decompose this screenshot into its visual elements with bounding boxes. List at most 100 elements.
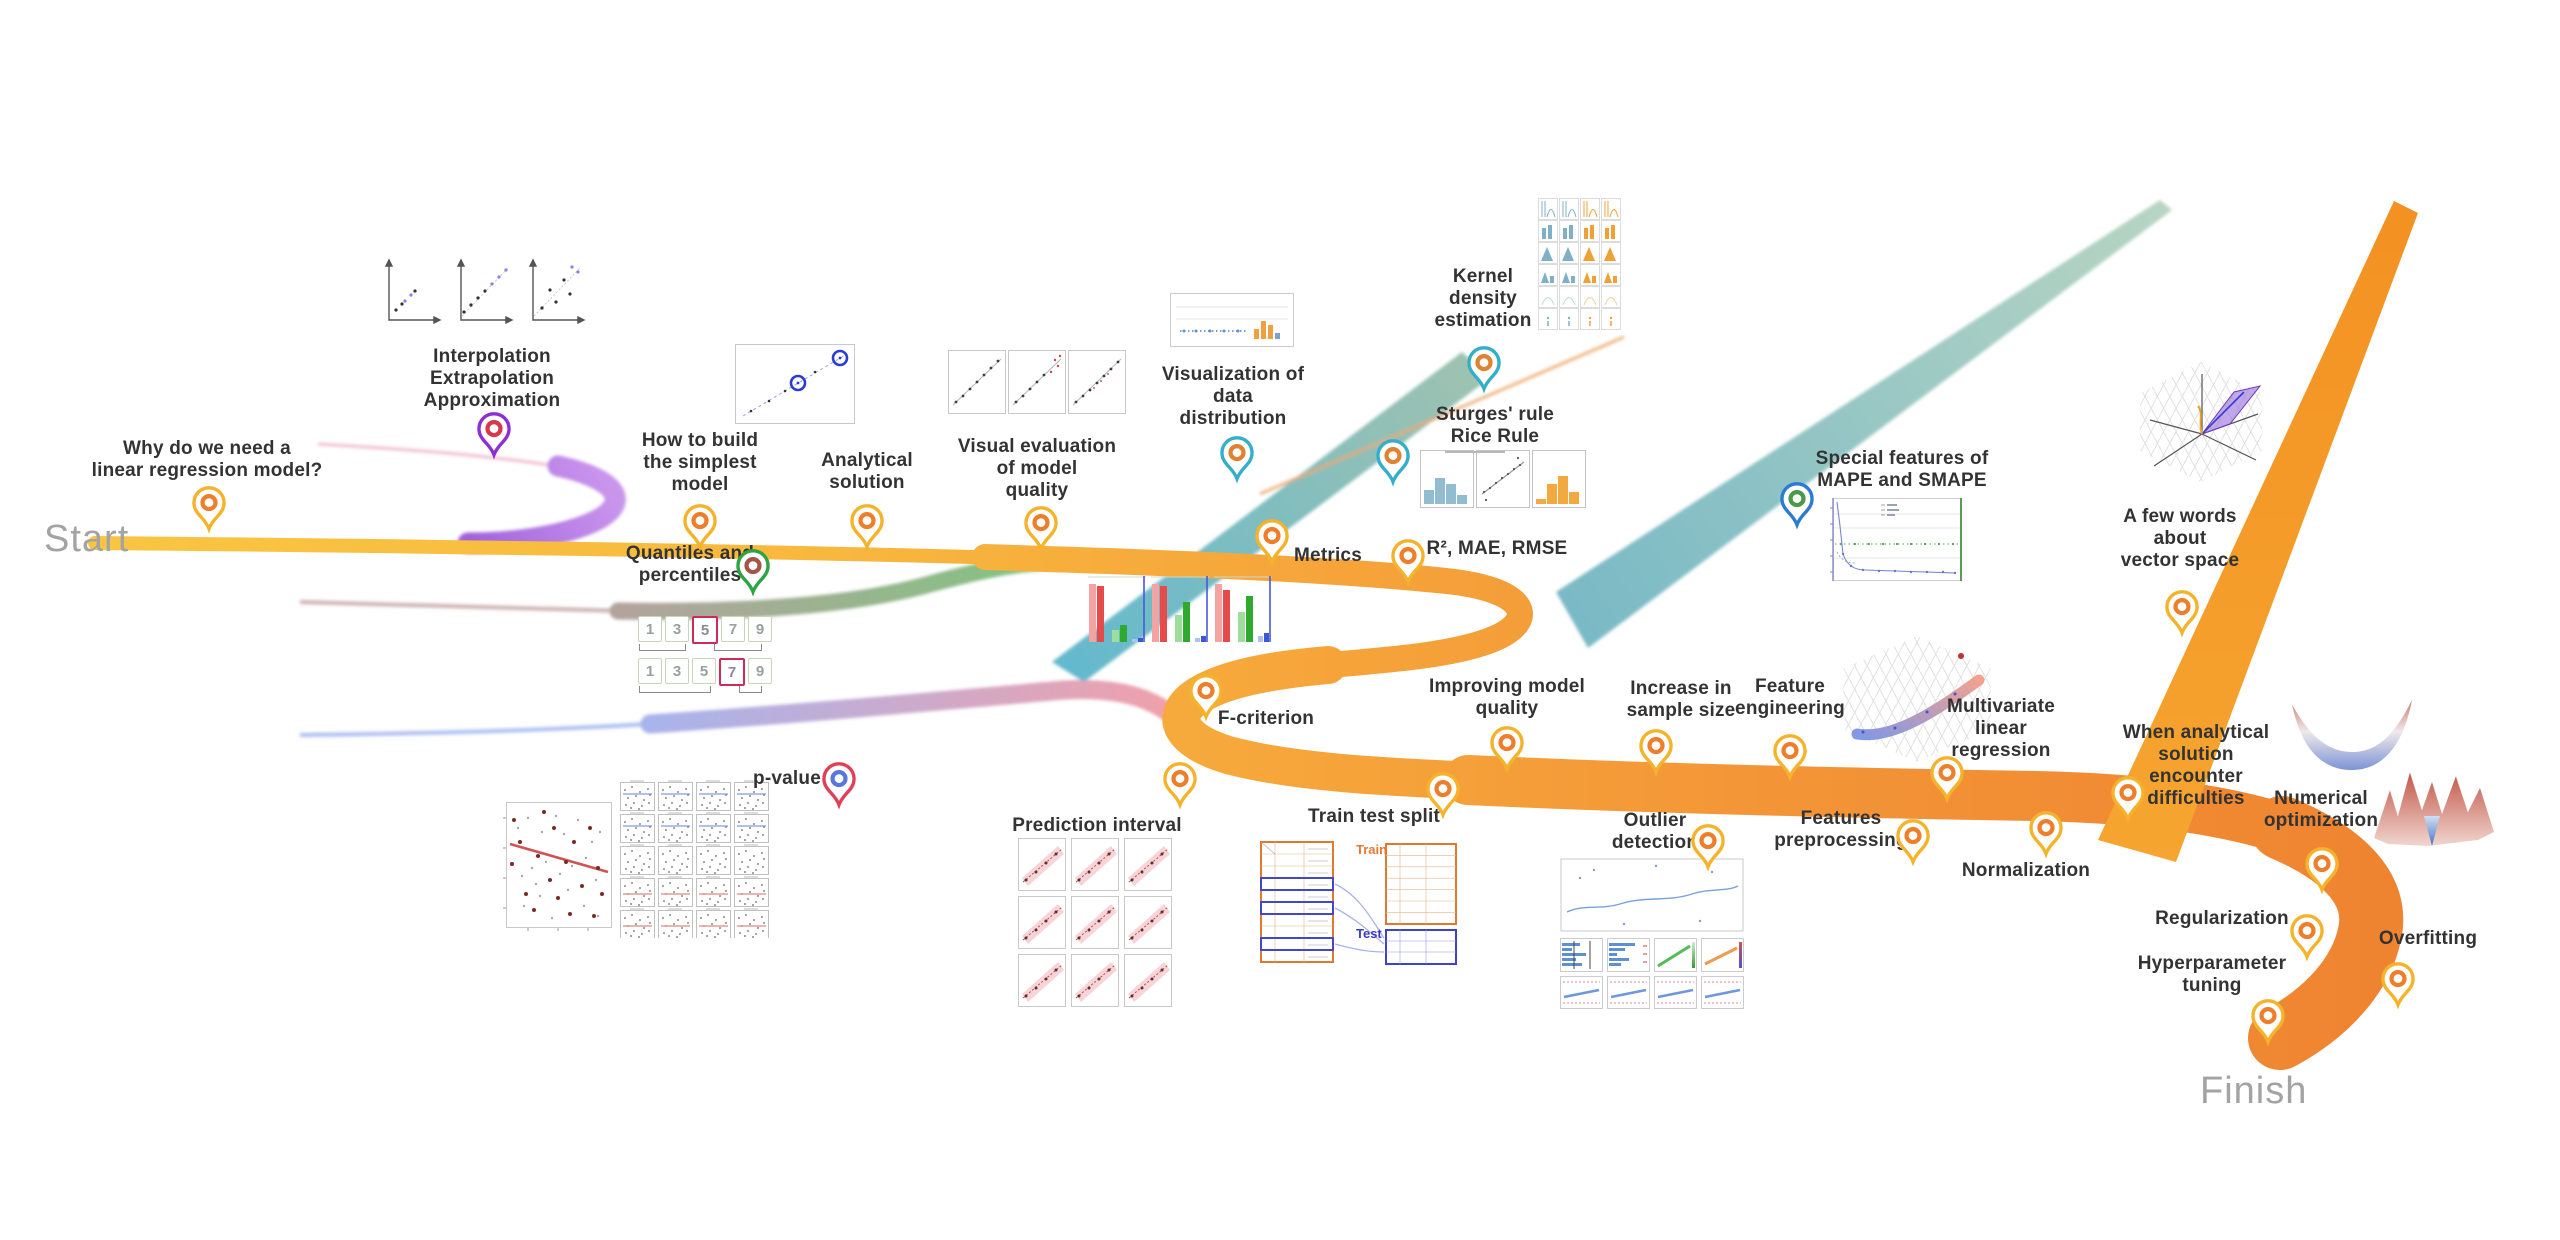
pin-outlier-detection[interactable] bbox=[1691, 824, 1725, 869]
label-vector-space: A few words about vector space bbox=[2120, 506, 2240, 571]
quantile-bracket bbox=[714, 644, 762, 651]
pin-increase-sample[interactable] bbox=[1639, 729, 1673, 774]
pin-sturges[interactable] bbox=[1376, 439, 1410, 484]
pin-feature-engineering[interactable] bbox=[1773, 734, 1807, 779]
road-segment-4 bbox=[1443, 755, 2317, 857]
thumbnail-pvalue-grid bbox=[620, 780, 770, 938]
thumbnail-distribution-plot bbox=[1170, 293, 1294, 347]
label-viz-dist: Visualization of data distribution bbox=[1161, 364, 1305, 429]
thumbnail-binning-histograms bbox=[1420, 450, 1586, 508]
quantile-cell: 5 bbox=[692, 658, 716, 684]
label-normalization: Normalization bbox=[1961, 860, 2091, 881]
pin-numerical-optimization[interactable] bbox=[2305, 847, 2339, 892]
thumbnail-multivariate-3d-surface bbox=[1851, 653, 1985, 741]
pin-normalization[interactable] bbox=[2029, 811, 2063, 856]
thumbnail-loss-bowl-3d bbox=[2291, 700, 2412, 770]
label-interpolation: Interpolation Extrapolation Approximatio… bbox=[423, 346, 561, 411]
quantile-bracket bbox=[639, 686, 711, 693]
quantile-cell: 3 bbox=[665, 616, 689, 642]
pin-p-value[interactable] bbox=[822, 762, 856, 807]
path-blue-line bbox=[299, 721, 666, 737]
pin-multiv ariate[interactable] bbox=[1930, 756, 1964, 801]
label-how-build: How to build the simplest model bbox=[641, 430, 759, 495]
label-prediction-interval: Prediction interval bbox=[1012, 815, 1182, 836]
pin-how-build[interactable] bbox=[683, 504, 717, 549]
quantile-cell: 1 bbox=[638, 616, 662, 642]
label-improving-quality: Improving model quality bbox=[1428, 676, 1586, 719]
pin-improving-quality[interactable] bbox=[1490, 726, 1524, 771]
pin-quantiles[interactable] bbox=[736, 549, 770, 594]
pin-visual-eval[interactable] bbox=[1024, 506, 1058, 551]
label-features-preprocessing: Features preprocessing bbox=[1774, 808, 1908, 851]
pin-kernel-density[interactable] bbox=[1467, 346, 1501, 391]
pin-prediction-interval[interactable] bbox=[1163, 762, 1197, 807]
path-orange-line bbox=[1259, 335, 1625, 496]
label-analytical: Analytical solution bbox=[821, 450, 913, 493]
thumbnail-mape-smape-chart bbox=[1830, 498, 1962, 581]
thumbnail-interpolation-plots bbox=[384, 258, 586, 325]
label-when-analytical: When analytical solution encounter diffi… bbox=[2122, 722, 2270, 809]
quantile-cell: 7 bbox=[721, 616, 745, 642]
pin-train-test-split[interactable] bbox=[1426, 772, 1460, 817]
thumbnail-outlier-plots bbox=[1560, 858, 1745, 1010]
quantiles-example: 1 3 5 7 9 1 3 5 7 9 bbox=[638, 616, 772, 698]
pin-interpolation[interactable] bbox=[477, 412, 511, 457]
thumbnail-vector-space-axes bbox=[2149, 374, 2262, 467]
sturges-underline bbox=[1445, 451, 1505, 453]
pin-metrics[interactable] bbox=[1255, 519, 1289, 564]
quantile-bracket bbox=[639, 644, 686, 651]
label-sturges: Sturges' rule Rice Rule bbox=[1436, 404, 1554, 447]
label-overfitting: Overfitting bbox=[2378, 928, 2478, 949]
quantiles-row-1: 1 3 5 7 9 bbox=[638, 616, 772, 644]
label-p-value: p-value bbox=[753, 768, 821, 789]
pin-mape-smape[interactable] bbox=[1780, 482, 1814, 527]
pin-features-preprocessing[interactable] bbox=[1896, 819, 1930, 864]
pin-regularization[interactable] bbox=[2290, 914, 2324, 959]
quantile-cell: 9 bbox=[748, 616, 772, 642]
pin-vector-space[interactable] bbox=[2165, 590, 2199, 635]
quantile-cell-highlight: 5 bbox=[692, 616, 718, 644]
quantile-cell: 3 bbox=[665, 658, 689, 684]
label-metrics: Metrics bbox=[1294, 545, 1362, 566]
thumbnail-metrics-bars bbox=[1088, 576, 1272, 642]
pin-f-criterion[interactable] bbox=[1189, 674, 1223, 719]
pin-when-analytical[interactable] bbox=[2111, 776, 2145, 821]
start-label: Start bbox=[44, 518, 130, 560]
road-segment-1 bbox=[88, 536, 1017, 565]
label-quantiles: Quantiles and percentiles bbox=[625, 543, 755, 586]
label-hyperparameter: Hyperparameter tuning bbox=[2137, 953, 2287, 996]
pin-r2-mae-rmse[interactable] bbox=[1391, 539, 1425, 584]
label-feature-engineering: Feature engineering bbox=[1735, 676, 1845, 719]
label-visual-eval: Visual evaluation of model quality bbox=[957, 436, 1117, 501]
thumbnail-train-test-tables: Train Test bbox=[1260, 841, 1457, 965]
test-label: Test bbox=[1356, 926, 1382, 941]
finish-label: Finish bbox=[2200, 1070, 2308, 1112]
label-kernel-density: Kernel density estimation bbox=[1434, 266, 1532, 331]
path-pink-line bbox=[317, 442, 563, 469]
quantile-cell: 9 bbox=[748, 658, 772, 684]
quantile-cell: 1 bbox=[638, 658, 662, 684]
thumbnail-loss-peaks-3d bbox=[2374, 771, 2494, 846]
label-mape-smape: Special features of MAPE and SMAPE bbox=[1815, 448, 1989, 491]
pin-why-need[interactable] bbox=[192, 486, 226, 531]
label-r2-mae-rmse: R², MAE, RMSE bbox=[1426, 538, 1568, 559]
label-regularization: Regularization bbox=[2155, 908, 2289, 929]
path-sage-branch bbox=[1556, 200, 2172, 648]
thumbnail-simple-model-scatter bbox=[735, 344, 855, 424]
pin-analytical[interactable] bbox=[850, 504, 884, 549]
pin-hyperparameter[interactable] bbox=[2251, 999, 2285, 1044]
road-branch-up bbox=[2098, 201, 2418, 862]
pin-viz-dist[interactable] bbox=[1220, 436, 1254, 481]
label-numerical-optimization: Numerical optimization bbox=[2263, 788, 2379, 831]
path-rose-line bbox=[299, 600, 626, 613]
thumbnail-kde-grid bbox=[1538, 198, 1622, 331]
road-segment-3 bbox=[1162, 646, 1497, 800]
pin-overfitting[interactable] bbox=[2381, 962, 2415, 1007]
thumbnail-model-quality-plots bbox=[948, 350, 1126, 414]
path-purple-branch bbox=[457, 455, 626, 554]
label-f-criterion: F-criterion bbox=[1217, 708, 1315, 729]
quantile-cell-highlight: 7 bbox=[719, 658, 745, 686]
thumbnail-pvalue-scatter bbox=[503, 802, 612, 931]
